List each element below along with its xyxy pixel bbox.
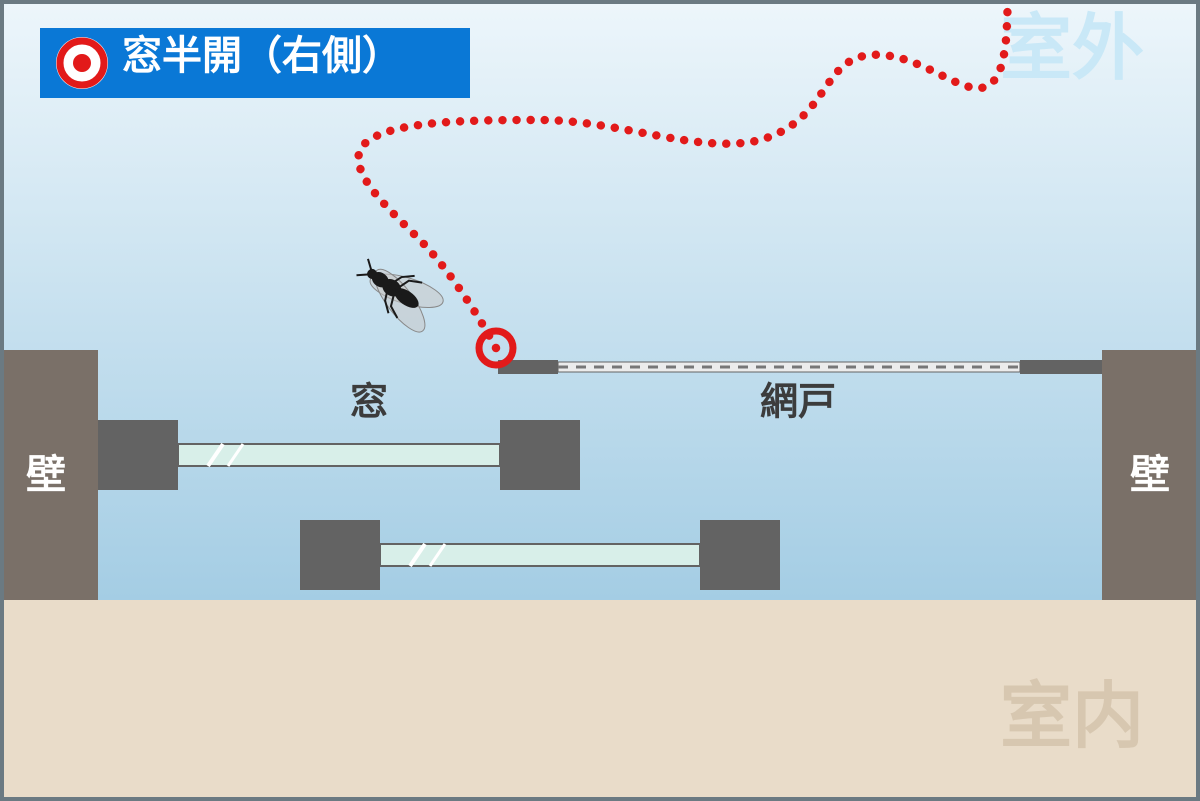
- diagram-svg: 室外室内 壁 壁 窓 網戸 窓半開（右側）: [0, 0, 1200, 801]
- svg-text:壁: 壁: [1130, 453, 1170, 497]
- svg-text:壁: 壁: [26, 453, 66, 497]
- svg-text:室外: 室外: [1000, 9, 1144, 89]
- svg-text:窓: 窓: [350, 381, 388, 423]
- svg-text:窓半開（右側）: 窓半開（右側）: [122, 34, 402, 78]
- svg-text:網戸: 網戸: [760, 381, 836, 423]
- svg-text:室内: 室内: [1000, 677, 1144, 757]
- diagram-stage: 室外室内 壁 壁 窓 網戸 窓半開（右側）: [0, 0, 1200, 801]
